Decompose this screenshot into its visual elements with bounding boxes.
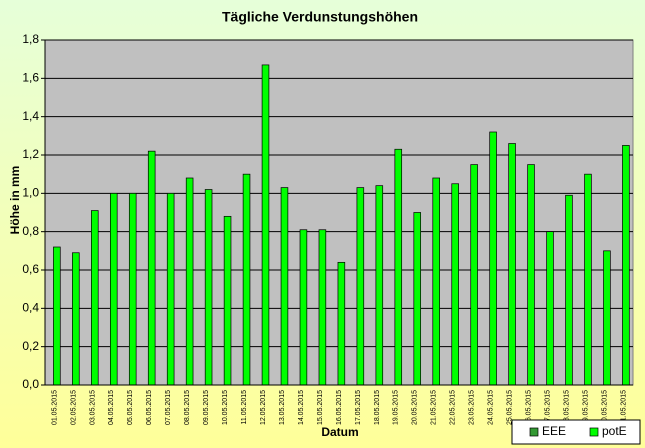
x-tick-label: 21.05.2015 <box>431 390 438 425</box>
bar <box>508 143 516 386</box>
bar <box>185 177 194 386</box>
x-tick-label: 05.05.2015 <box>127 390 134 425</box>
bar <box>337 261 346 386</box>
y-tick-label: 1,8 <box>22 32 39 46</box>
x-tick-label: 28.05.2015 <box>563 390 570 425</box>
x-tick-label: 24.05.2015 <box>488 390 495 425</box>
x-tick-label: 17.05.2015 <box>355 390 362 425</box>
y-tick-label: 0,4 <box>22 301 39 315</box>
x-tick-label: 07.05.2015 <box>165 390 172 425</box>
x-tick-label: 31.05.2015 <box>620 390 627 425</box>
x-tick-label: 14.05.2015 <box>298 390 305 425</box>
legend-label: EEE <box>542 424 566 438</box>
bar <box>394 148 403 386</box>
bar <box>622 145 630 386</box>
y-tick-label: 0,2 <box>22 339 39 353</box>
bar <box>128 192 137 386</box>
y-tick-label: 0,6 <box>22 262 39 276</box>
y-tick-label: 0,8 <box>22 224 39 238</box>
bar <box>432 177 440 386</box>
bar <box>527 164 535 386</box>
x-tick-label: 16.05.2015 <box>336 390 343 425</box>
x-tick-label: 22.05.2015 <box>450 390 457 425</box>
x-tick-label: 30.05.2015 <box>601 390 608 425</box>
bar <box>603 250 611 386</box>
bar <box>91 210 99 386</box>
x-tick-label: 26.05.2015 <box>526 390 533 425</box>
x-tick-label: 12.05.2015 <box>260 390 267 425</box>
bar <box>223 215 232 386</box>
y-tick-label: 1,0 <box>22 186 39 200</box>
x-tick-label: 25.05.2015 <box>507 390 514 425</box>
bar <box>261 64 270 386</box>
legend-label: potE <box>602 424 627 438</box>
bar <box>109 192 118 386</box>
bar <box>53 246 61 386</box>
x-axis-label: Datum <box>321 425 358 439</box>
bar <box>147 150 156 386</box>
bar <box>242 173 251 386</box>
x-tick-label: 20.05.2015 <box>412 390 419 425</box>
x-tick-label: 06.05.2015 <box>146 390 153 425</box>
chart-title: Tägliche Verdunstungshöhen <box>222 9 418 25</box>
bar <box>546 231 554 386</box>
bar <box>489 131 497 386</box>
bar <box>318 229 327 386</box>
legend-swatch <box>529 427 539 437</box>
x-tick-label: 19.05.2015 <box>393 390 400 425</box>
y-tick-label: 1,4 <box>22 109 39 123</box>
bar <box>280 187 289 386</box>
x-tick-label: 23.05.2015 <box>469 390 476 425</box>
x-tick-label: 29.05.2015 <box>582 390 589 425</box>
x-tick-label: 15.05.2015 <box>317 390 324 425</box>
x-tick-label: 04.05.2015 <box>108 390 115 425</box>
bar <box>299 229 308 386</box>
x-tick-label: 01.05.2015 <box>51 390 58 425</box>
x-tick-label: 18.05.2015 <box>374 390 381 425</box>
bar <box>375 185 384 386</box>
y-tick-label: 0,0 <box>22 377 39 391</box>
legend-swatch <box>589 427 599 437</box>
y-tick-label: 1,2 <box>22 147 39 161</box>
x-tick-label: 27.05.2015 <box>544 390 551 425</box>
bar <box>413 212 422 386</box>
y-tick-label: 1,6 <box>22 71 39 85</box>
bar <box>356 187 365 386</box>
bar <box>72 252 80 386</box>
x-tick-label: 10.05.2015 <box>222 390 229 425</box>
bar <box>584 173 592 386</box>
bar <box>451 183 459 386</box>
x-tick-label: 08.05.2015 <box>184 390 191 425</box>
x-tick-label: 13.05.2015 <box>279 390 286 425</box>
y-axis-label: Höhe in mm <box>8 166 22 235</box>
bar <box>470 164 478 386</box>
bar <box>204 189 213 386</box>
bar <box>166 192 175 386</box>
x-tick-label: 11.05.2015 <box>241 390 248 425</box>
x-tick-label: 02.05.2015 <box>70 390 77 425</box>
x-tick-label: 03.05.2015 <box>89 390 96 425</box>
bar <box>565 194 573 386</box>
x-tick-label: 09.05.2015 <box>203 390 210 425</box>
